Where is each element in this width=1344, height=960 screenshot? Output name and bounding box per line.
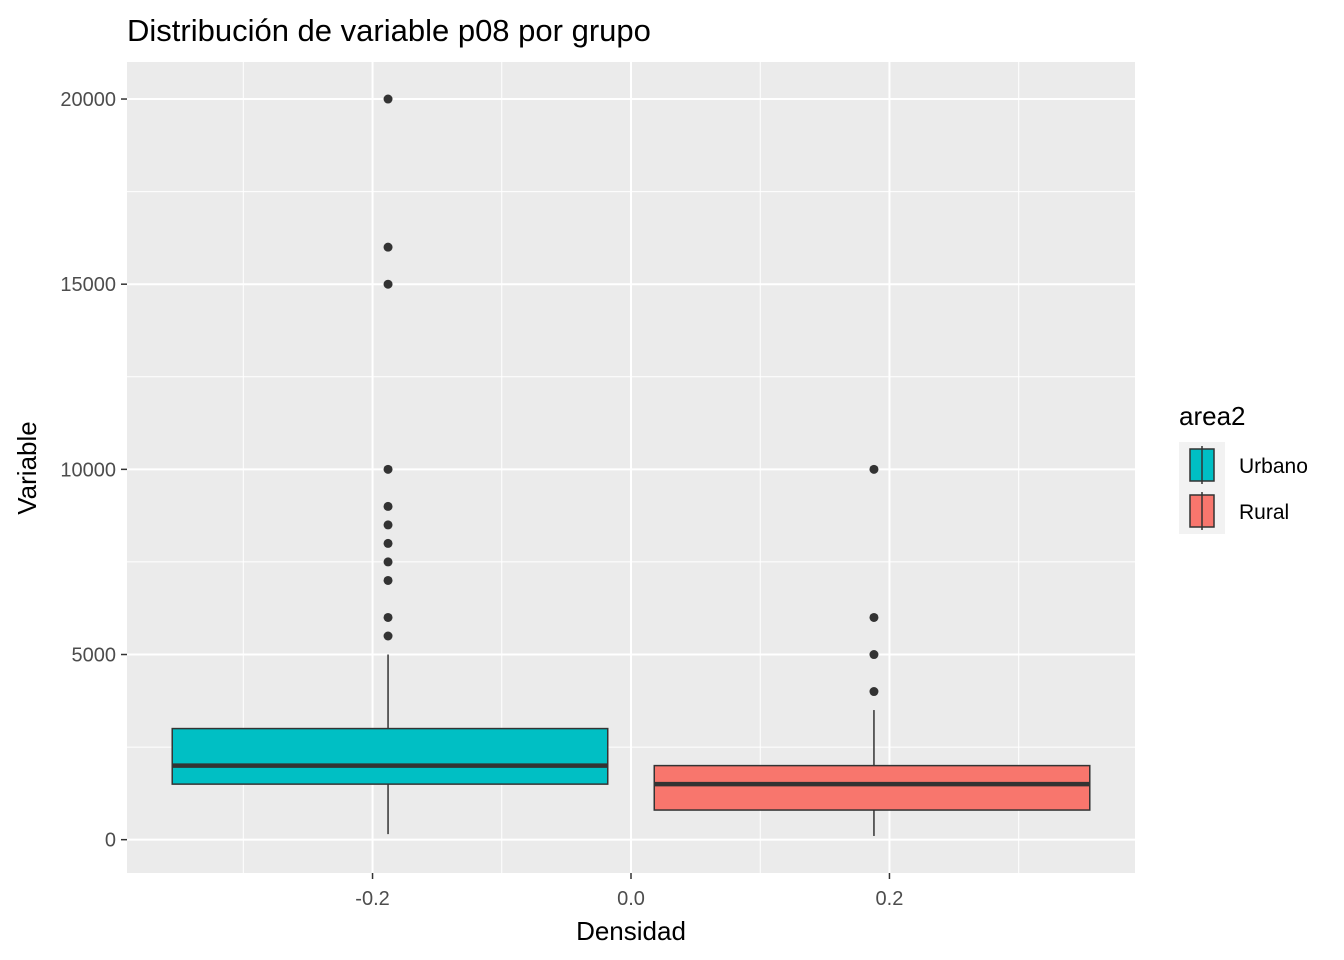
legend-title: area2 <box>1179 401 1246 431</box>
boxes <box>171 94 1091 836</box>
outlier-point <box>383 501 393 511</box>
y-tick-label: 5000 <box>72 645 117 667</box>
legend-label: Rural <box>1239 501 1289 524</box>
legend-item-rural: Rural <box>1179 488 1289 534</box>
chart-title: Distribución de variable p08 por grupo <box>127 13 651 48</box>
outlier-point <box>383 612 393 622</box>
y-tick-label: 10000 <box>60 459 116 481</box>
outlier-point <box>383 557 393 567</box>
y-tick-label: 20000 <box>60 89 116 111</box>
outlier-point <box>869 464 879 474</box>
box-rural <box>653 464 1091 836</box>
outlier-point <box>869 650 879 660</box>
outlier-point <box>383 631 393 641</box>
outlier-point <box>869 687 879 697</box>
outlier-point <box>869 612 879 622</box>
outlier-point <box>383 279 393 289</box>
y-tick-label: 0 <box>105 830 116 852</box>
outlier-point <box>383 538 393 548</box>
grid-major <box>127 62 1135 873</box>
outlier-point <box>383 242 393 252</box>
legend-label: Urbano <box>1239 455 1308 478</box>
legend: area2 Urbano Rural <box>1179 401 1308 534</box>
x-tick-label: 0.2 <box>876 888 904 910</box>
legend-item-urbano: Urbano <box>1179 442 1308 488</box>
outlier-point <box>383 94 393 104</box>
y-axis: 0 5000 10000 15000 20000 <box>60 89 127 852</box>
outlier-point <box>383 575 393 585</box>
outlier-point <box>383 464 393 474</box>
x-axis: -0.2 0.0 0.2 <box>355 873 903 910</box>
box-urbano <box>171 94 609 835</box>
y-tick-label: 15000 <box>60 274 116 296</box>
iqr-box <box>171 727 609 785</box>
x-axis-title: Densidad <box>576 916 686 946</box>
outlier-point <box>383 520 393 530</box>
x-tick-label: -0.2 <box>355 888 389 910</box>
x-tick-label: 0.0 <box>617 888 645 910</box>
y-axis-title: Variable <box>12 421 42 514</box>
iqr-box <box>653 764 1091 811</box>
